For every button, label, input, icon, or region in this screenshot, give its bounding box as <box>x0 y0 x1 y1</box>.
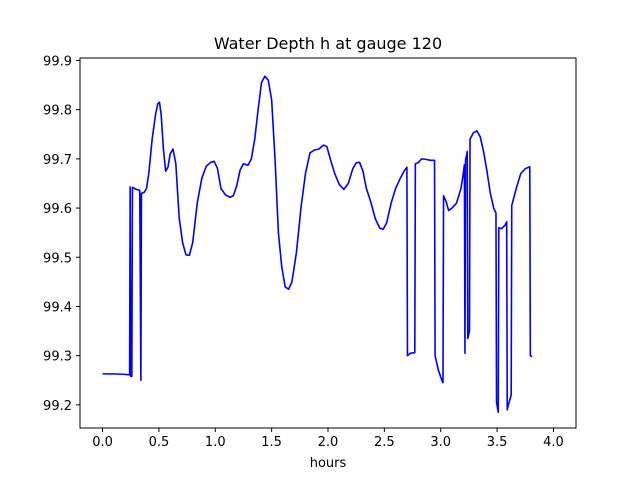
y-tick-label: 99.6 <box>43 202 72 217</box>
y-tick-label: 99.8 <box>43 104 72 119</box>
y-tick-label: 99.3 <box>43 350 72 365</box>
x-tick-label: 2.0 <box>318 435 339 450</box>
x-tick-label: 0.5 <box>149 435 170 450</box>
series-line-group <box>102 75 533 414</box>
x-tick-label: 3.0 <box>430 435 451 450</box>
x-axis-label: hours <box>310 456 347 471</box>
x-tick-label: 1.5 <box>261 435 282 450</box>
x-tick-label: 0.0 <box>92 435 113 450</box>
chart-title: Water Depth h at gauge 120 <box>214 34 442 53</box>
series-line-0 <box>102 75 533 414</box>
x-tick-label: 2.5 <box>374 435 395 450</box>
y-tick-label: 99.2 <box>43 399 72 414</box>
y-tick-label: 99.5 <box>43 251 72 266</box>
y-tick-label: 99.9 <box>43 54 72 69</box>
x-tick-label: 3.5 <box>487 435 508 450</box>
y-axis: 99.2 99.3 99.4 99.5 99.6 99.7 99.8 99.9 <box>43 54 80 414</box>
y-tick-label: 99.7 <box>43 153 72 168</box>
x-tick-label: 1.0 <box>205 435 226 450</box>
plot-frame <box>79 57 577 429</box>
x-tick-label: 4.0 <box>543 435 564 450</box>
x-axis: 0.0 0.5 1.0 1.5 2.0 2.5 3.0 3.5 4.0 <box>92 428 564 450</box>
y-tick-label: 99.4 <box>43 300 72 315</box>
